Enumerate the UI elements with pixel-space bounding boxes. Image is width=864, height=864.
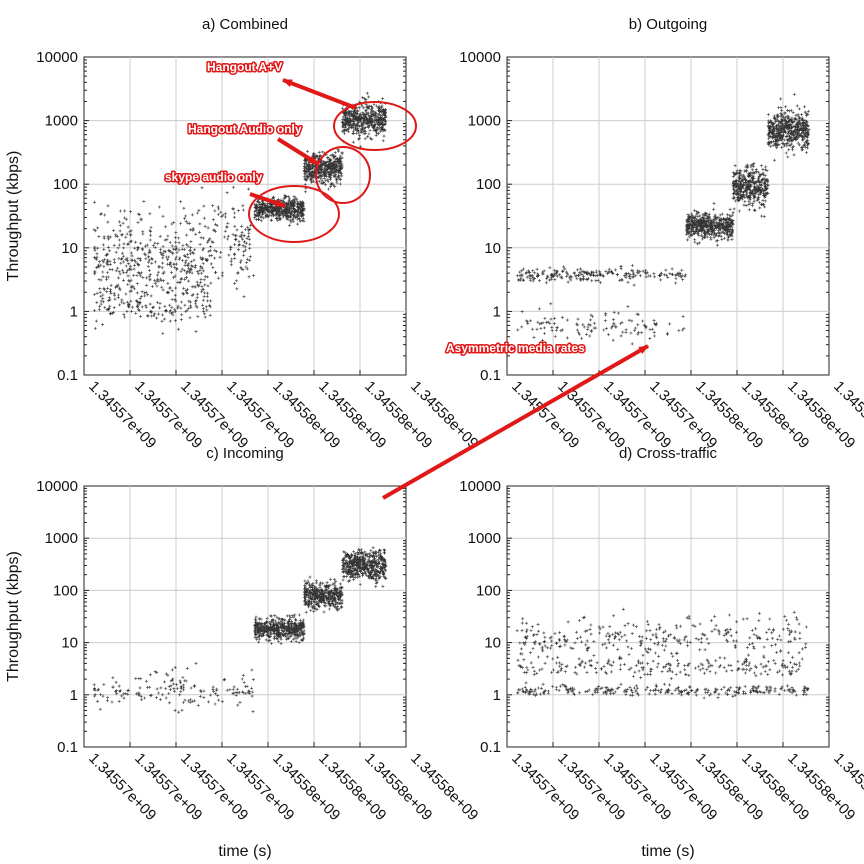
data-point-markers (92, 91, 388, 335)
scatter-points (516, 92, 811, 354)
y-tick-label: 1000 (45, 530, 78, 547)
y-tick-label: 1 (70, 303, 78, 320)
y-tick-label: 1 (493, 303, 501, 320)
scatter-points (92, 546, 388, 714)
plot-frame (83, 56, 407, 376)
arrow-skype (249, 192, 286, 208)
arrow-audio (276, 137, 320, 166)
y-tick-label: 10 (484, 240, 501, 257)
y-tick-label: 10 (61, 635, 78, 652)
annotation-hangout-audio: Hangout Audio only (188, 122, 302, 136)
y-tick-label: 0.1 (480, 367, 501, 384)
y-tick-label: 1000 (468, 530, 501, 547)
scatter-points (515, 607, 810, 700)
panel-outgoing: b) Outgoing0.11101001000100001.34557e+09… (459, 16, 864, 452)
y-tick-label: 1000 (468, 113, 501, 130)
cluster-ellipse-skype (248, 185, 340, 243)
arrow-av (282, 78, 357, 110)
cluster-ellipse-av (333, 101, 417, 151)
y-tick-label: 10000 (36, 478, 78, 495)
x-axis-label: time (s) (641, 843, 694, 860)
annotations: Hangout A+V Hangout Audio only skype audio… (164, 59, 649, 500)
panel-combined: a) Combined0.11101001000100001.34557e+09… (5, 16, 481, 452)
y-tick-label: 100 (476, 582, 501, 599)
plot-frame (506, 56, 830, 376)
x-axis-label: time (s) (218, 843, 271, 860)
plot-frame (506, 485, 830, 748)
y-tick-label: 10000 (459, 49, 501, 66)
panel-incoming: c) Incoming0.11101001000100001.34557e+09… (5, 445, 481, 860)
y-tick-label: 0.1 (57, 739, 78, 756)
y-tick-label: 1000 (45, 113, 78, 130)
panel-title: a) Combined (202, 16, 288, 33)
annotation-hangout-av: Hangout A+V (207, 60, 282, 74)
y-tick-label: 0.1 (57, 367, 78, 384)
cluster-ellipse-audio (315, 146, 371, 204)
panel-title: b) Outgoing (629, 16, 707, 33)
y-tick-label: 100 (53, 176, 78, 193)
y-tick-label: 100 (53, 582, 78, 599)
y-tick-label: 1 (70, 687, 78, 704)
y-axis-label: Throughput (kbps) (5, 551, 22, 682)
y-tick-label: 10000 (459, 478, 501, 495)
y-tick-label: 10000 (36, 49, 78, 66)
y-axis-label: Throughput (kbps) (5, 151, 22, 282)
y-tick-label: 0.1 (480, 739, 501, 756)
data-point-markers (516, 92, 811, 354)
y-tick-label: 10 (484, 635, 501, 652)
scatter-points (92, 91, 388, 335)
annotation-skype-audio: skype audio only (165, 170, 263, 184)
data-point-markers (515, 607, 810, 700)
annotation-asymmetric: Asymmetric media rates (446, 341, 585, 355)
plot-frame (83, 485, 407, 748)
panel-title: d) Cross-traffic (619, 445, 718, 462)
panel-cross-traffic: d) Cross-traffic0.11101001000100001.3455… (459, 445, 864, 860)
arrow-asymmetric (382, 344, 649, 500)
y-tick-label: 1 (493, 687, 501, 704)
panel-title: c) Incoming (206, 445, 284, 462)
y-tick-label: 10 (61, 240, 78, 257)
data-point-markers (92, 546, 388, 714)
y-tick-label: 100 (476, 176, 501, 193)
